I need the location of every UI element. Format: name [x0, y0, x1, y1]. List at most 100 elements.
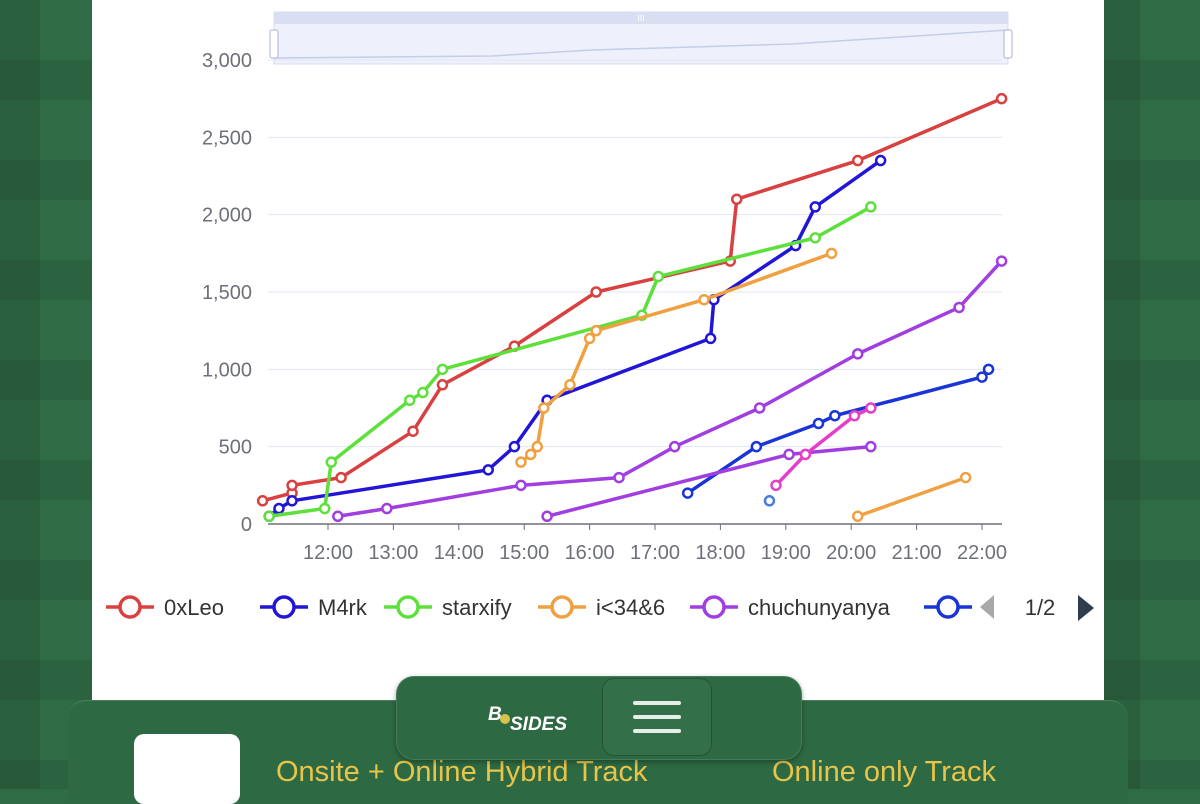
svg-text:III: III	[637, 13, 645, 23]
data-point[interactable]	[825, 247, 838, 260]
series-line	[774, 406, 872, 487]
data-point[interactable]	[583, 332, 596, 345]
bsides-logo[interactable]: B SIDES	[486, 700, 576, 740]
data-point[interactable]	[613, 471, 625, 484]
legend-circle-marker	[272, 595, 296, 619]
series-line	[519, 251, 833, 464]
data-point[interactable]	[799, 448, 812, 461]
data-point[interactable]	[668, 440, 681, 453]
chart-card: III 0 500 1,000 1,500 2,000 2,500 3,000 12:00 1…	[92, 0, 1104, 700]
data-point[interactable]	[982, 363, 995, 376]
legend-circle-marker	[702, 595, 726, 619]
legend-item[interactable]: i<34&6	[538, 595, 665, 620]
data-zoom-slider[interactable]: III	[269, 11, 1013, 65]
data-point[interactable]	[436, 363, 449, 376]
data-point[interactable]	[851, 348, 864, 360]
data-point[interactable]	[590, 324, 602, 337]
data-point[interactable]	[332, 510, 344, 523]
data-point[interactable]	[335, 471, 347, 484]
data-point[interactable]	[273, 502, 285, 515]
logo-letter-b: B	[488, 704, 502, 725]
data-point[interactable]	[590, 286, 602, 298]
data-point[interactable]	[829, 409, 841, 422]
x-tick-label: 18:00	[695, 542, 745, 564]
data-point[interactable]	[256, 495, 269, 507]
data-point[interactable]	[404, 394, 416, 407]
series-unnamed-5	[681, 363, 995, 499]
data-point[interactable]	[750, 440, 763, 453]
legend-page-indicator: 1/2	[1025, 595, 1056, 620]
data-point[interactable]	[508, 440, 521, 453]
data-point[interactable]	[953, 301, 965, 314]
menu-icon-line	[633, 729, 681, 733]
data-point[interactable]	[524, 448, 537, 461]
data-point[interactable]	[482, 464, 494, 476]
series-chuchunyanya	[332, 255, 1008, 523]
data-point[interactable]	[417, 386, 429, 399]
data-point[interactable]	[381, 502, 393, 515]
data-point[interactable]	[848, 409, 861, 422]
y-tick-label: 0	[241, 514, 252, 536]
data-point[interactable]	[318, 502, 331, 515]
data-point[interactable]	[531, 440, 544, 453]
data-point[interactable]	[995, 92, 1008, 105]
y-tick-label: 3,000	[202, 50, 252, 72]
legend-circle-marker	[550, 595, 574, 619]
data-point[interactable]	[698, 293, 710, 306]
data-point[interactable]	[564, 379, 576, 391]
data-point[interactable]	[704, 332, 717, 345]
data-point[interactable]	[809, 232, 821, 244]
y-tick-label: 2,500	[202, 127, 252, 149]
series-line	[857, 475, 967, 518]
y-tick-label: 500	[219, 437, 252, 459]
data-point[interactable]	[541, 510, 553, 523]
data-point[interactable]	[731, 193, 743, 205]
data-point[interactable]	[681, 487, 694, 499]
y-tick-label: 2,000	[202, 205, 252, 227]
data-point[interactable]	[783, 448, 795, 461]
data-point[interactable]	[407, 425, 419, 437]
x-tick-label: 22:00	[957, 542, 1007, 564]
zoom-handle-right[interactable]	[1003, 29, 1013, 59]
legend-next-page-icon[interactable]	[1078, 595, 1094, 621]
data-point[interactable]	[809, 201, 821, 213]
data-point[interactable]	[263, 510, 275, 523]
x-tick-label: 14:00	[434, 542, 484, 564]
online-track-link[interactable]: Online only Track	[772, 756, 997, 788]
data-point[interactable]	[515, 456, 527, 468]
data-point[interactable]	[812, 417, 825, 430]
data-point[interactable]	[286, 479, 298, 492]
data-point[interactable]	[851, 154, 864, 167]
data-point[interactable]	[959, 471, 972, 484]
data-point[interactable]	[874, 154, 887, 167]
data-point[interactable]	[851, 510, 864, 523]
hamburger-menu-button[interactable]	[602, 678, 712, 756]
hybrid-track-link[interactable]: Onsite + Online Hybrid Track	[276, 756, 648, 788]
series-unnamed-8	[851, 471, 972, 523]
data-point[interactable]	[753, 402, 766, 414]
legend-item[interactable]: 0xLeo	[106, 595, 224, 620]
legend-item[interactable]	[924, 595, 972, 619]
data-point[interactable]	[865, 402, 877, 414]
data-point[interactable]	[652, 270, 665, 283]
legend-item[interactable]: M4rk	[260, 595, 368, 620]
data-point[interactable]	[515, 479, 527, 492]
data-point[interactable]	[286, 495, 298, 507]
data-point[interactable]	[865, 440, 877, 453]
data-point[interactable]	[763, 495, 776, 507]
data-point[interactable]	[865, 201, 877, 213]
data-point[interactable]	[436, 379, 449, 391]
x-tick-label: 21:00	[892, 542, 942, 564]
data-point[interactable]	[538, 402, 550, 414]
legend-item[interactable]: starxify	[384, 595, 512, 620]
legend-circle-marker	[936, 595, 960, 619]
data-point[interactable]	[325, 456, 338, 468]
legend-item[interactable]: chuchunyanya	[690, 595, 891, 620]
legend-prev-page-icon[interactable]	[980, 595, 994, 619]
x-tick-label: 16:00	[565, 542, 615, 564]
zoom-handle-left[interactable]	[269, 29, 279, 59]
data-point[interactable]	[976, 371, 988, 383]
data-point[interactable]	[770, 479, 782, 492]
menu-icon-line	[633, 715, 681, 719]
data-point[interactable]	[995, 255, 1008, 267]
